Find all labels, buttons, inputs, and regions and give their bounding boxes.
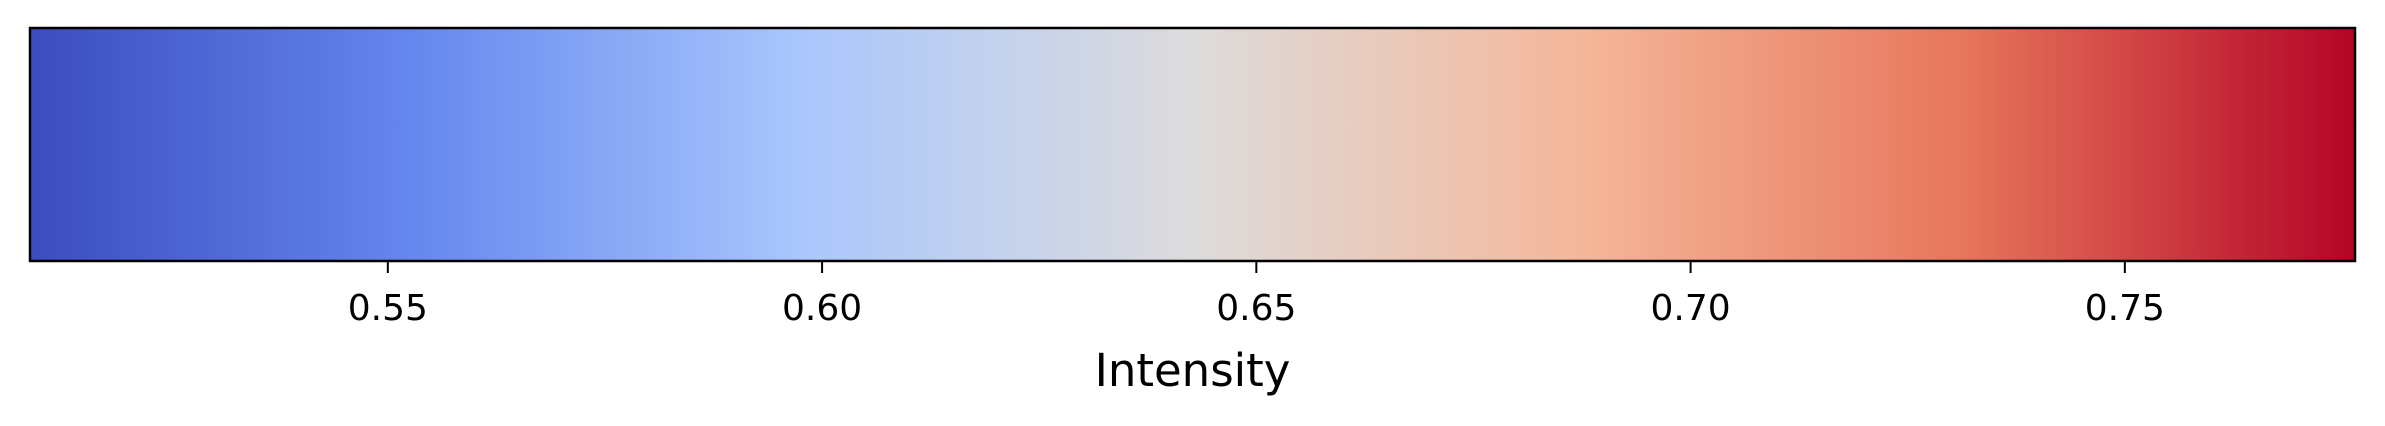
x-tick-label: 0.70	[1651, 288, 1731, 329]
x-tick-label: 0.65	[1216, 288, 1296, 329]
x-axis-label: Intensity	[1095, 344, 1291, 397]
x-tick-label: 0.60	[782, 288, 862, 329]
x-tick-label: 0.75	[2085, 288, 2165, 329]
x-tick-label: 0.55	[348, 288, 428, 329]
x-axis-ticks: 0.55 0.60 0.65 0.70 0.75	[348, 261, 2165, 329]
colorbar-gradient	[30, 28, 2355, 261]
colorbar-frame	[28, 26, 2357, 263]
